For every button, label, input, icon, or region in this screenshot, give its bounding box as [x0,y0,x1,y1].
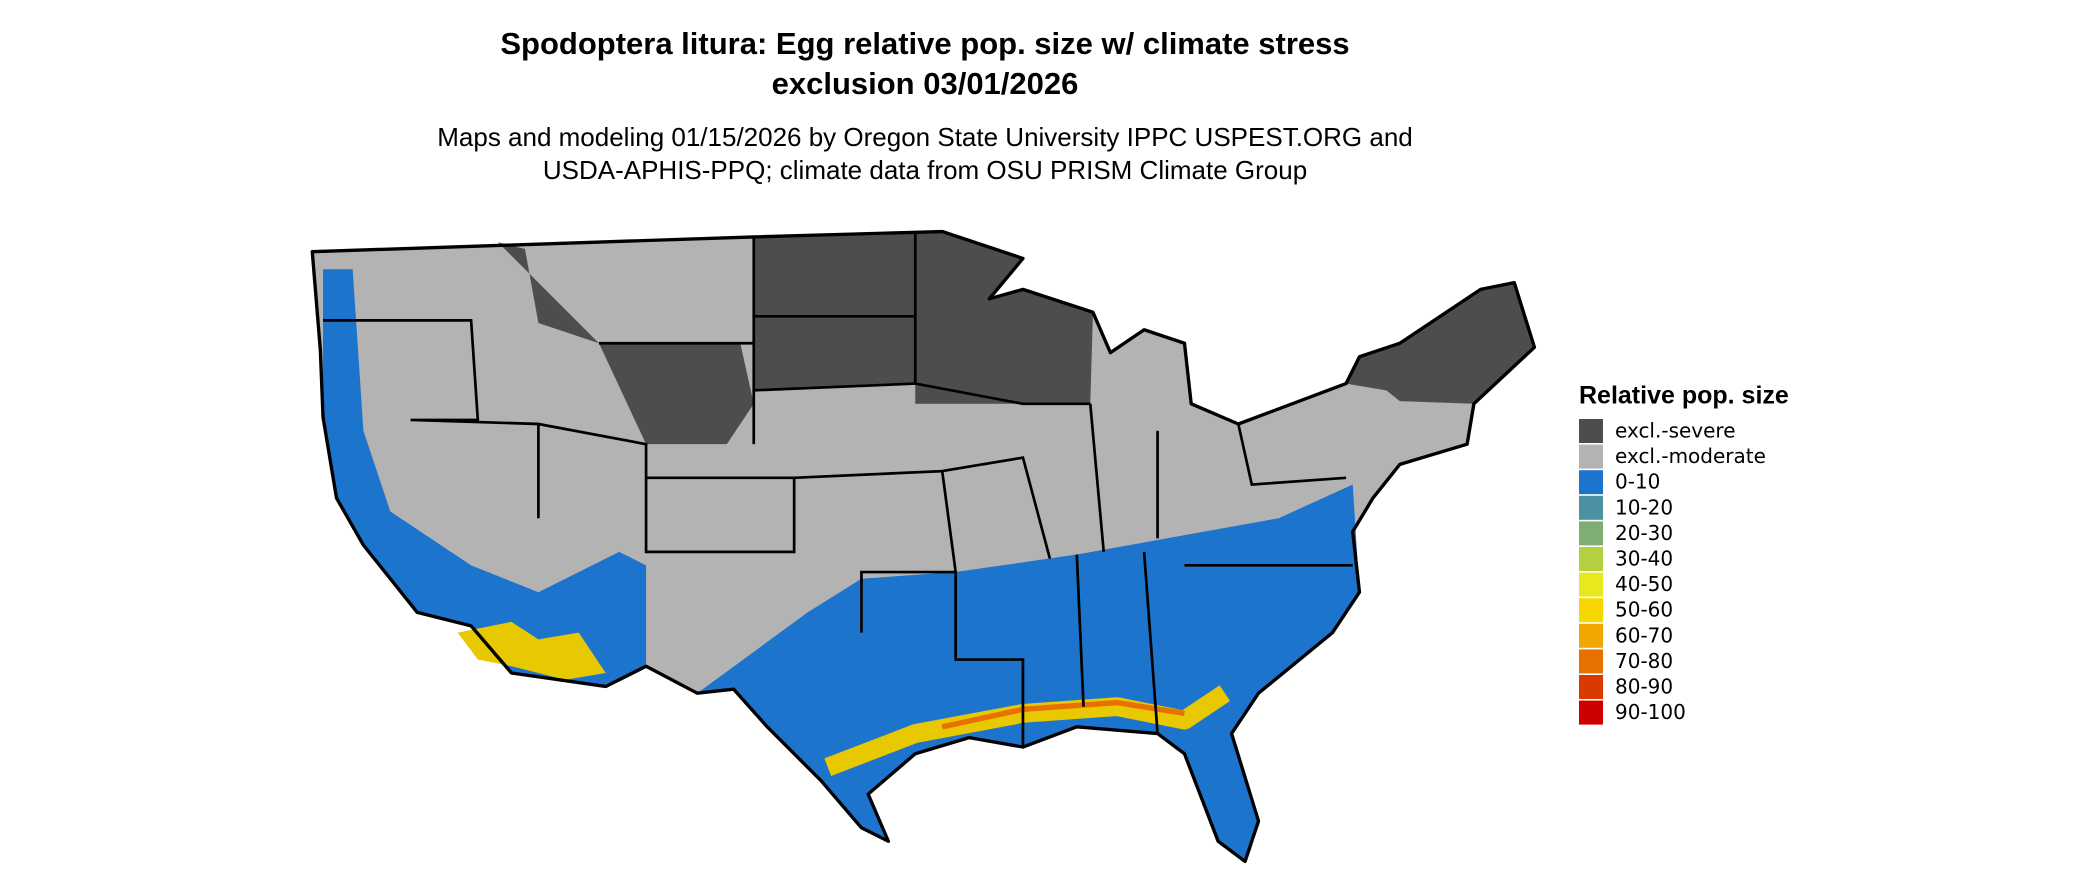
legend-swatch [1579,521,1603,546]
legend-label: 10-20 [1615,495,1673,519]
legend-label: 50-60 [1615,598,1673,622]
legend: excl.-severeexcl.-moderate0-1010-2020-30… [1579,419,1766,725]
blue-west [323,269,647,687]
legend-label: 70-80 [1615,649,1673,673]
legend-swatch [1579,419,1603,443]
subtitle: Maps and modeling 01/15/2026 by Oregon S… [437,122,1413,152]
legend-swatch [1579,700,1603,725]
us-map [310,229,1537,864]
severe-newengland [1346,282,1535,404]
warm-gulf [824,685,1231,777]
legend-swatch [1579,649,1603,674]
legend-label: excl.-severe [1615,419,1736,443]
legend-label: 30-40 [1615,547,1673,571]
legend-label: 60-70 [1615,623,1673,647]
legend-swatch [1579,547,1603,571]
us-outline [310,229,1537,864]
title: exclusion 03/01/2026 [772,66,1079,101]
legend-label: 40-50 [1615,572,1673,596]
legend-title: Relative pop. size [1579,382,1789,410]
warm-sw [457,621,606,680]
legend-label: excl.-moderate [1615,444,1766,468]
legend-label: 0-10 [1615,470,1660,494]
legend-label: 20-30 [1615,521,1673,545]
legend-swatch [1579,495,1603,520]
warm-gulf-core [941,699,1185,730]
legend-swatch [1579,598,1603,623]
state-borders [323,231,1353,748]
subtitle: USDA-APHIS-PPQ; climate data from OSU PR… [543,155,1307,185]
legend-swatch [1579,470,1603,495]
severe-north [753,231,1093,404]
legend-swatch [1579,444,1603,469]
legend-label: 80-90 [1615,675,1673,699]
legend-swatch [1579,572,1603,597]
legend-label: 90-100 [1615,700,1686,724]
legend-swatch [1579,623,1603,648]
legend-swatch [1579,675,1603,699]
title: Spodoptera litura: Egg relative pop. siz… [500,26,1349,61]
